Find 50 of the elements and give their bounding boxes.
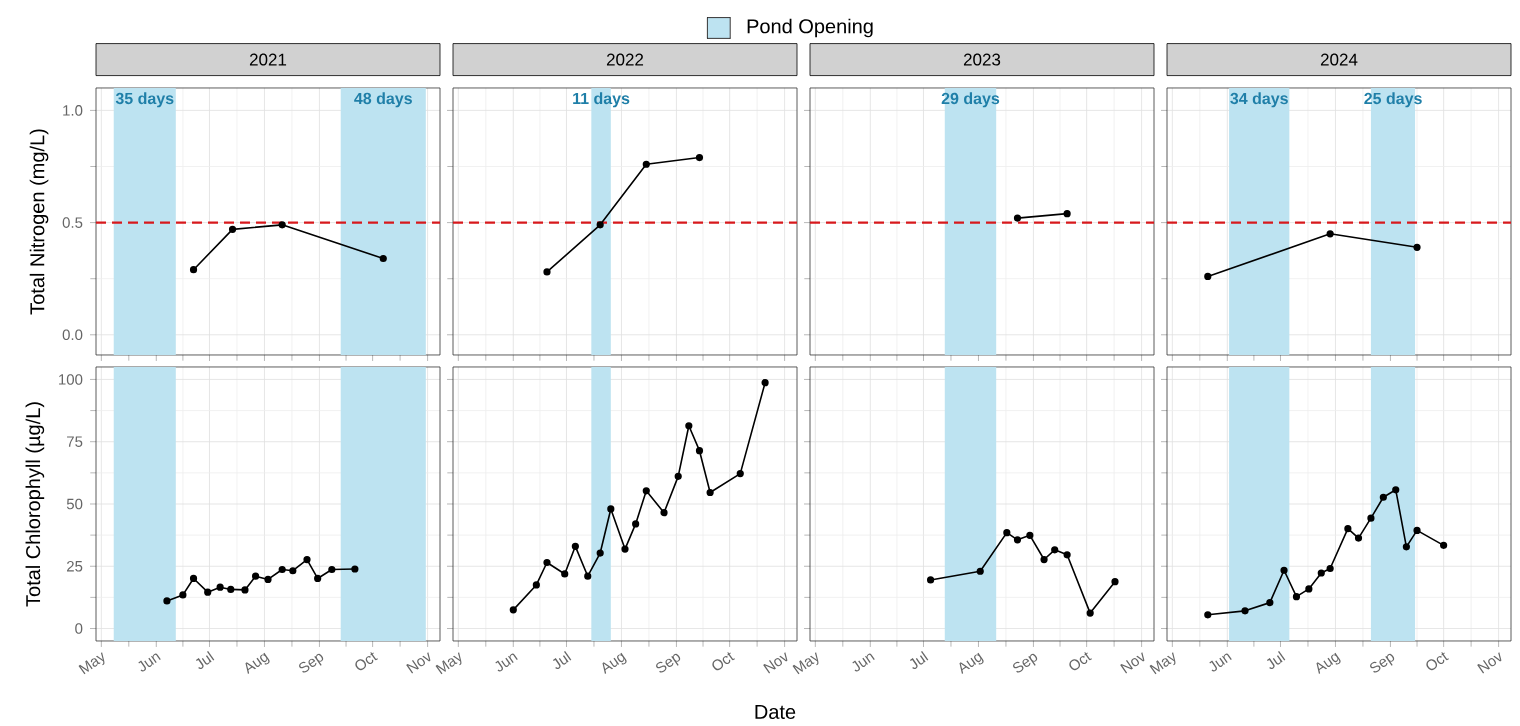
x-axis-title: Date [755, 705, 796, 719]
x-tick-label: Jul [195, 650, 215, 670]
chart-title: 2022 [606, 53, 644, 66]
x-tick-label: Jun [495, 653, 518, 672]
x-tick-label: Oct [1426, 651, 1449, 671]
x-tick-label: Nov [406, 652, 431, 674]
x-tick-label: Aug [959, 652, 984, 675]
x-tick-label: Jun [1209, 653, 1232, 672]
x-tick-label: Aug [602, 652, 627, 675]
band-label: 35 days [115, 92, 174, 108]
x-tick-label: Jul [1266, 650, 1286, 670]
x-tick-label: Aug [245, 652, 270, 675]
chart-title: 2024 [1320, 53, 1358, 66]
x-tick-label: May [78, 652, 105, 675]
band-label: 48 days [354, 92, 412, 108]
y-tick-label: 75 [67, 436, 83, 447]
x-tick-label: Aug [1316, 652, 1341, 675]
x-tick-label: May [435, 652, 462, 675]
x-tick-label: Sep [1013, 653, 1038, 673]
x-tick-label: Nov [1477, 652, 1502, 674]
band-label: 34 days [1230, 92, 1288, 108]
x-tick-label: Nov [763, 652, 788, 674]
x-tick-label: Sep [1370, 653, 1395, 673]
chart-title: 2023 [963, 53, 1001, 66]
band-label: 29 days [941, 92, 1000, 108]
y-tick-label: 0.0 [62, 329, 83, 341]
x-tick-label: Oct [355, 651, 378, 671]
band-label: 25 days [1364, 92, 1422, 108]
x-tick-label: Sep [299, 653, 324, 673]
x-tick-label: Jun [852, 653, 875, 672]
y-axis-title: Total Chlorophyll (µg/L) [25, 402, 45, 607]
y-tick-label: 0.5 [62, 217, 83, 228]
y-tick-label: 100 [59, 374, 83, 385]
x-tick-label: Jul [909, 650, 929, 670]
chart-title: 2021 [249, 53, 287, 66]
band-label: 11 days [573, 92, 630, 108]
x-tick-label: Oct [1069, 651, 1092, 671]
x-tick-label: May [1149, 652, 1176, 675]
y-tick-label: 50 [66, 498, 83, 510]
y-tick-label: 1.0 [63, 105, 83, 116]
legend-title: Pond Opening [747, 18, 873, 38]
y-axis-title: Total Nitrogen (mg/L) [29, 129, 49, 315]
x-tick-label: Jun [138, 653, 161, 672]
x-tick-label: Jul [552, 650, 572, 670]
y-tick-label: 0 [75, 623, 83, 634]
x-tick-label: Oct [712, 651, 735, 671]
x-tick-label: Sep [656, 653, 681, 673]
x-tick-label: May [792, 652, 819, 675]
x-tick-label: Nov [1120, 652, 1145, 674]
y-tick-label: 25 [67, 560, 83, 572]
